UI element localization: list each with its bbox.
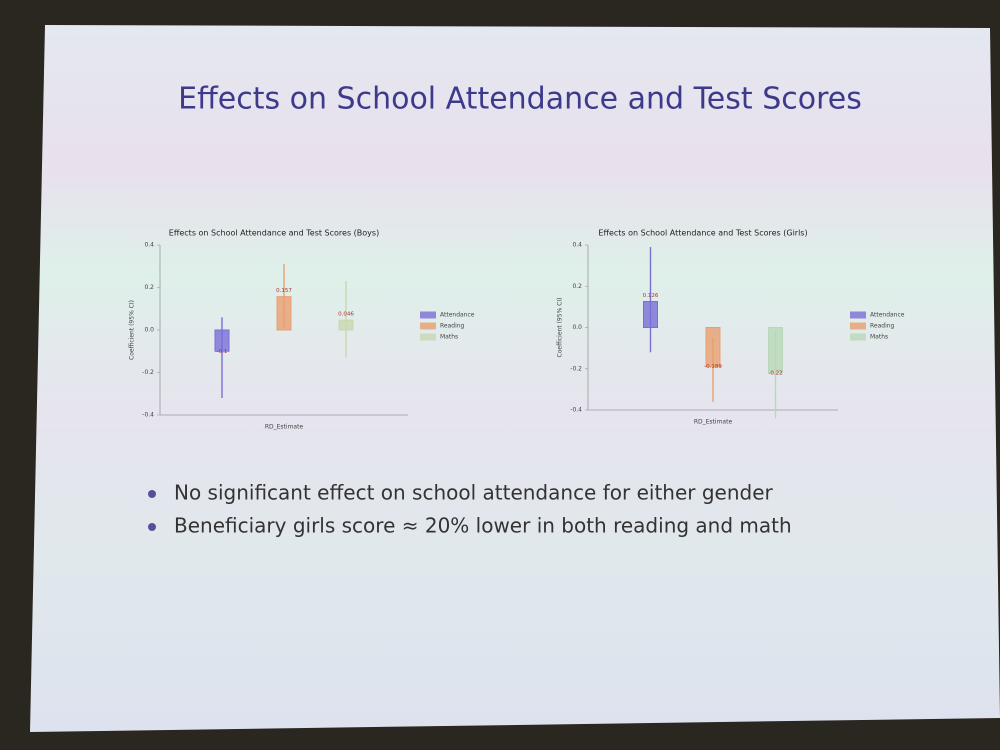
legend-swatch bbox=[850, 333, 866, 341]
legend-swatch bbox=[420, 333, 436, 341]
chart-title: Effects on School Attendance and Test Sc… bbox=[598, 229, 807, 238]
legend-label: Maths bbox=[870, 334, 888, 341]
value-label: -0.189 bbox=[704, 364, 722, 370]
x-axis-label: RD_Estimate bbox=[694, 419, 733, 426]
slide bbox=[30, 25, 1000, 732]
x-axis-label: RD_Estimate bbox=[265, 424, 304, 431]
value-label: 0.157 bbox=[276, 288, 292, 294]
bar bbox=[705, 327, 721, 367]
y-tick-label: -0.2 bbox=[570, 365, 582, 372]
legend-swatch bbox=[850, 322, 866, 330]
legend-label: Reading bbox=[870, 323, 895, 330]
value-label: 0.126 bbox=[643, 293, 659, 299]
slide-title: Effects on School Attendance and Test Sc… bbox=[178, 82, 862, 117]
bullet: No significant effect on school attendan… bbox=[174, 481, 774, 505]
bar bbox=[768, 327, 783, 374]
y-tick-label: -0.4 bbox=[570, 407, 582, 414]
legend-swatch bbox=[420, 322, 436, 330]
value-label: -0.1 bbox=[217, 349, 228, 355]
bar bbox=[643, 301, 658, 329]
legend-label: Maths bbox=[440, 334, 458, 341]
legend-swatch bbox=[850, 311, 866, 319]
value-label: 0.046 bbox=[338, 312, 354, 318]
y-tick-label: 0.2 bbox=[144, 284, 154, 291]
value-label: -0.22 bbox=[768, 370, 782, 376]
bar bbox=[276, 296, 292, 331]
y-tick-label: -0.2 bbox=[142, 369, 154, 376]
y-tick-label: 0.0 bbox=[572, 324, 582, 331]
legend-label: Attendance bbox=[440, 312, 475, 319]
y-tick-label: 0.0 bbox=[144, 327, 154, 334]
bar bbox=[338, 319, 354, 331]
legend-label: Attendance bbox=[870, 312, 905, 319]
y-tick-label: -0.4 bbox=[142, 412, 154, 419]
bullet-dot bbox=[148, 490, 156, 498]
y-tick-label: 0.2 bbox=[572, 283, 582, 290]
y-tick-label: 0.4 bbox=[144, 242, 154, 249]
legend-swatch bbox=[420, 311, 436, 319]
y-axis-label: Coefficient (95% CI) bbox=[557, 298, 564, 358]
y-axis-label: Coefficient (95% CI) bbox=[129, 300, 136, 360]
legend-label: Reading bbox=[440, 323, 465, 330]
bullet-dot bbox=[148, 523, 156, 531]
bullet: Beneficiary girls score ≈ 20% lower in b… bbox=[174, 514, 792, 538]
y-tick-label: 0.4 bbox=[572, 242, 582, 249]
chart-title: Effects on School Attendance and Test Sc… bbox=[169, 229, 379, 238]
bar bbox=[214, 329, 230, 352]
